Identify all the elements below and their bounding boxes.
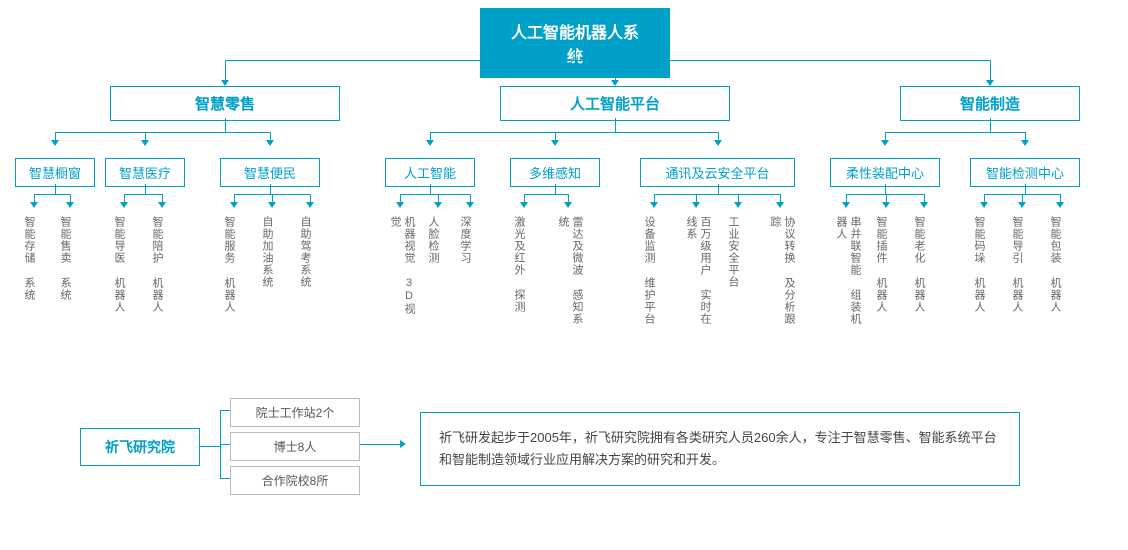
- level2-node: 人工智能: [385, 158, 475, 187]
- level2-node: 智慧橱窗: [15, 158, 95, 187]
- leaf-node: 自助驾考系统: [298, 216, 312, 326]
- leaf-node: 协议转换 及分析跟踪: [768, 216, 796, 326]
- leaf-node: 百万级用户 实时在线系: [684, 216, 712, 326]
- institute-description: 祈飞研发起步于2005年，祈飞研究院拥有各类研究人员260余人，专注于智慧零售、…: [420, 412, 1020, 486]
- leaf-node: 机器视觉 3D视觉: [388, 216, 416, 326]
- leaf-node: 智能导引 机器人: [1010, 216, 1024, 326]
- leaf-node: 自助加油系统: [260, 216, 274, 326]
- leaf-node: 智能导医 机器人: [112, 216, 126, 326]
- institute-item: 博士8人: [230, 432, 360, 461]
- leaf-node: 设备监测 维护平台: [642, 216, 656, 326]
- leaf-node: 激光及红外 探测: [512, 216, 526, 326]
- level1-node: 人工智能平台: [500, 86, 730, 121]
- level2-node: 智慧便民: [220, 158, 320, 187]
- leaf-node: 智能陪护 机器人: [150, 216, 164, 326]
- leaf-node: 雷达及微波 感知系统: [556, 216, 584, 326]
- leaf-node: 串并联智能 组装机器人: [834, 216, 862, 326]
- level2-node: 通讯及云安全平台: [640, 158, 795, 187]
- leaf-node: 人脸检测: [426, 216, 440, 326]
- level1-node: 智能制造: [900, 86, 1080, 121]
- leaf-node: 工业安全平台: [726, 216, 740, 326]
- leaf-node: 智能码垛 机器人: [972, 216, 986, 326]
- leaf-node: 智能售卖 系统: [58, 216, 72, 326]
- level2-node: 智慧医疗: [105, 158, 185, 187]
- level2-node: 多维感知: [510, 158, 600, 187]
- leaf-node: 智能老化 机器人: [912, 216, 926, 326]
- institute-item: 合作院校8所: [230, 466, 360, 495]
- institute-name: 祈飞研究院: [80, 428, 200, 466]
- level2-node: 柔性装配中心: [830, 158, 940, 187]
- leaf-node: 智能插件 机器人: [874, 216, 888, 326]
- leaf-node: 智能包装 机器人: [1048, 216, 1062, 326]
- level2-node: 智能检测中心: [970, 158, 1080, 187]
- institute-item: 院士工作站2个: [230, 398, 360, 427]
- leaf-node: 智能存储 系统: [22, 216, 36, 326]
- level1-node: 智慧零售: [110, 86, 340, 121]
- leaf-node: 深度学习: [458, 216, 472, 326]
- leaf-node: 智能服务 机器人: [222, 216, 236, 326]
